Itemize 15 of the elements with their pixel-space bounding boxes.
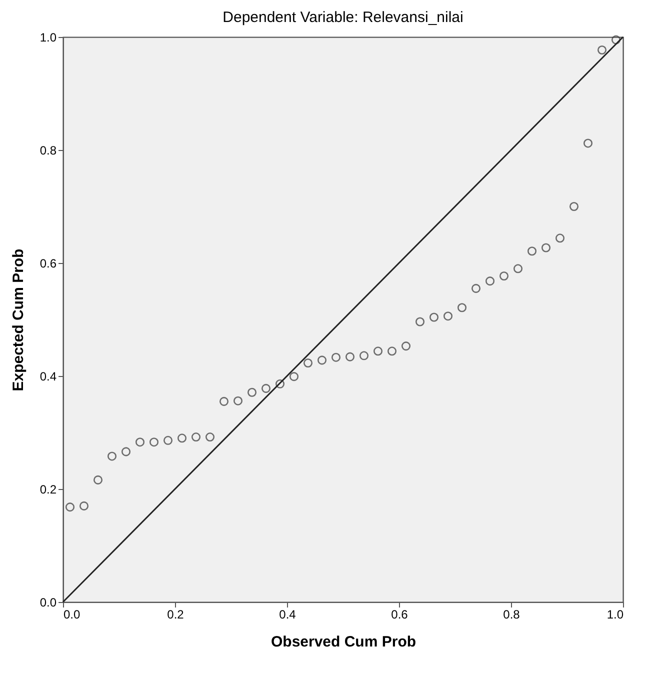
x-axis-title: Observed Cum Prob <box>270 634 416 650</box>
x-tick-label: 1.0 <box>606 608 624 622</box>
y-tick-label: 0.0 <box>40 596 57 610</box>
y-tick-label: 0.2 <box>40 482 57 496</box>
x-tick-label: 0.4 <box>279 608 296 622</box>
x-tick-label: 0.6 <box>391 608 408 622</box>
y-tick-label: 0.6 <box>40 256 57 270</box>
x-tick-label: 0.2 <box>167 608 184 622</box>
y-tick-label: 0.4 <box>40 370 57 384</box>
y-tick-label: 0.8 <box>40 144 57 158</box>
x-tick-label: 0.0 <box>64 608 81 622</box>
chart-title: Dependent Variable: Relevansi_nilai <box>222 9 464 26</box>
y-axis-title: Expected Cum Prob <box>10 248 27 392</box>
y-tick-label: 1.0 <box>40 30 57 44</box>
x-tick-label: 0.8 <box>503 608 520 622</box>
